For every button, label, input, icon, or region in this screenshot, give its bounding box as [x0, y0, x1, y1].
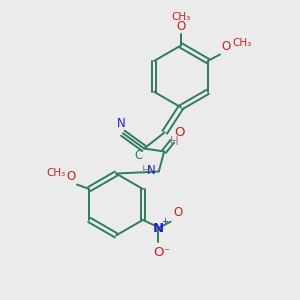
Text: H: H — [142, 164, 151, 177]
Text: CH₃: CH₃ — [171, 12, 190, 22]
Text: CH₃: CH₃ — [46, 168, 65, 178]
Text: CH₃: CH₃ — [232, 38, 252, 48]
Text: N: N — [147, 164, 156, 177]
Text: O: O — [66, 170, 75, 183]
Text: O: O — [174, 126, 184, 139]
Text: O: O — [176, 20, 185, 33]
Text: +: + — [161, 217, 168, 226]
Text: O: O — [173, 206, 182, 219]
Text: C: C — [135, 149, 143, 162]
Text: ⁻: ⁻ — [164, 246, 170, 259]
Text: O: O — [221, 40, 231, 53]
Text: H: H — [170, 135, 179, 148]
Text: O: O — [153, 246, 164, 260]
Text: N: N — [116, 117, 125, 130]
Text: N: N — [153, 222, 164, 235]
